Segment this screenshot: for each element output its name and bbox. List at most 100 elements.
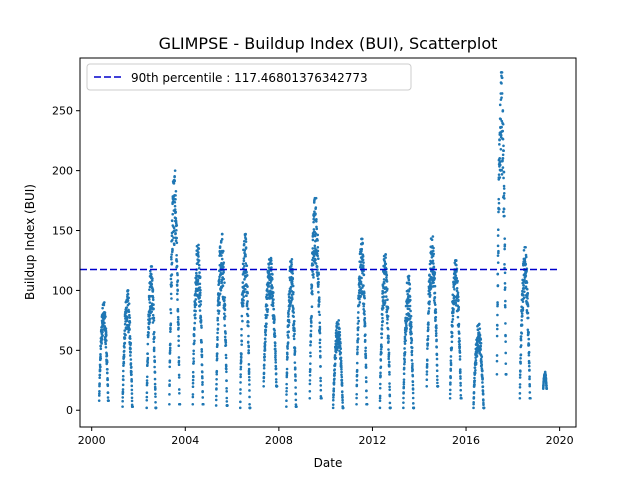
scatter-point — [99, 365, 102, 369]
scatter-point — [223, 335, 227, 339]
scatter-point — [174, 216, 178, 220]
scatter-point — [355, 379, 359, 382]
scatter-point — [365, 389, 368, 393]
scatter-point — [474, 358, 478, 362]
scatter-point — [383, 260, 387, 263]
scatter-point — [380, 332, 384, 336]
scatter-point — [453, 287, 456, 291]
scatter-point — [544, 377, 548, 381]
scatter-point — [362, 261, 365, 264]
scatter-point — [270, 266, 273, 269]
scatter-point — [362, 294, 366, 298]
scatter-point — [451, 314, 455, 318]
scatter-point — [333, 368, 337, 371]
scatter-point — [271, 304, 275, 308]
scatter-point — [381, 320, 385, 323]
scatter-point — [145, 391, 149, 395]
scatter-point — [450, 346, 454, 349]
scatter-point — [478, 327, 482, 330]
scatter-point — [269, 259, 273, 262]
scatter-point — [502, 170, 506, 174]
scatter-point — [247, 370, 251, 374]
scatter-point — [388, 365, 391, 368]
scatter-point — [240, 314, 244, 318]
scatter-point — [246, 314, 250, 318]
scatter-point — [239, 367, 243, 371]
scatter-point — [263, 352, 266, 356]
scatter-point — [385, 310, 389, 314]
scatter-point — [274, 367, 278, 371]
scatter-point — [192, 360, 196, 363]
scatter-point — [308, 396, 312, 400]
scatter-point — [435, 326, 438, 330]
scatter-point — [341, 406, 345, 410]
scatter-point — [289, 285, 293, 289]
scatter-point — [125, 306, 129, 309]
scatter-point — [169, 292, 173, 296]
scatter-point — [177, 388, 181, 391]
scatter-point — [333, 353, 337, 357]
scatter-point — [148, 321, 151, 324]
scatter-point — [359, 295, 362, 298]
scatter-point — [196, 278, 200, 282]
scatter-point — [293, 346, 297, 350]
scatter-point — [458, 358, 462, 361]
scatter-point — [502, 176, 505, 180]
scatter-point — [106, 391, 110, 394]
scatter-point — [248, 389, 251, 392]
scatter-point — [378, 399, 382, 403]
scatter-point — [198, 271, 201, 274]
scatter-point — [318, 300, 321, 304]
scatter-point — [271, 286, 274, 289]
scatter-point — [218, 245, 222, 248]
scatter-point — [458, 343, 461, 346]
scatter-point — [271, 273, 274, 276]
scatter-point — [123, 322, 127, 326]
scatter-point — [262, 366, 266, 370]
scatter-point — [518, 376, 522, 379]
scatter-point — [448, 392, 452, 396]
scatter-point — [459, 370, 462, 374]
scatter-point — [454, 259, 458, 262]
scatter-point — [456, 315, 460, 319]
scatter-point — [274, 358, 277, 362]
scatter-point — [147, 327, 151, 331]
scatter-point — [216, 336, 219, 339]
scatter-point — [171, 249, 174, 252]
scatter-point — [197, 266, 201, 270]
scatter-point — [519, 353, 523, 357]
scatter-point — [402, 391, 405, 394]
scatter-point — [340, 375, 344, 379]
scatter-point — [170, 261, 174, 265]
scatter-point — [356, 328, 360, 332]
scatter-point — [428, 302, 431, 306]
scatter-point — [384, 299, 387, 302]
scatter-point — [243, 278, 246, 281]
scatter-point — [378, 386, 382, 390]
scatter-point — [263, 349, 267, 352]
scatter-point — [127, 330, 130, 334]
scatter-point — [431, 254, 435, 258]
scatter-point — [479, 357, 483, 361]
scatter-point — [123, 346, 126, 349]
scatter-point — [457, 305, 461, 309]
scatter-point — [387, 351, 391, 355]
y-tick-label: 150 — [52, 225, 73, 238]
scatter-point — [432, 299, 436, 302]
scatter-point — [356, 340, 359, 344]
y-tick-label: 250 — [52, 105, 73, 118]
scatter-point — [319, 384, 323, 387]
scatter-point — [201, 380, 204, 384]
scatter-point — [99, 357, 103, 360]
scatter-point — [310, 284, 314, 287]
scatter-point — [472, 390, 476, 394]
scatter-point — [247, 345, 251, 349]
scatter-point — [244, 240, 248, 243]
scatter-point — [128, 335, 132, 338]
scatter-point — [481, 376, 484, 380]
scatter-point — [174, 189, 178, 193]
scatter-point — [411, 380, 415, 384]
scatter-point — [290, 261, 293, 264]
scatter-point — [311, 247, 315, 250]
scatter-point — [199, 316, 203, 319]
